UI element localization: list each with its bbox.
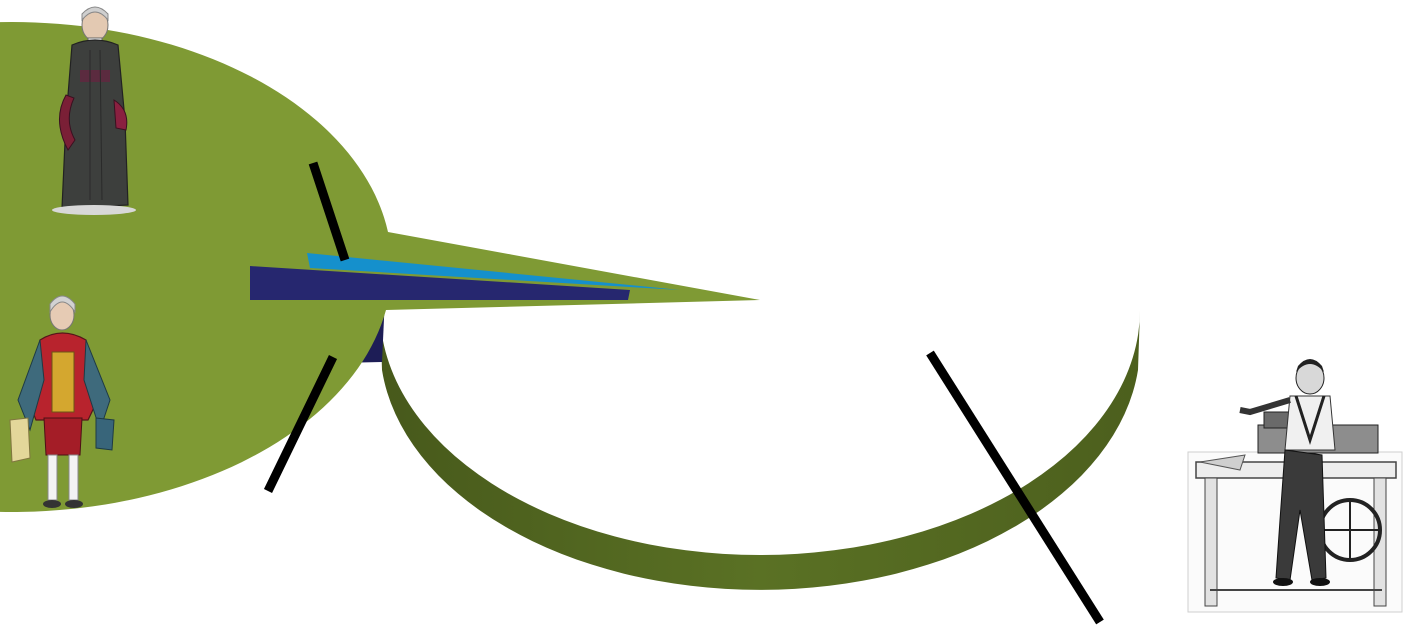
leader-line-clergy bbox=[308, 161, 350, 262]
pie-slice-navy bbox=[250, 266, 630, 300]
pie-slice-blue bbox=[307, 253, 680, 290]
clergy-figure-icon bbox=[52, 6, 136, 215]
pie-slice-main-side bbox=[380, 310, 1140, 590]
leader-line-commoners bbox=[926, 350, 1104, 625]
leader-line-nobility bbox=[263, 355, 338, 493]
nobleman-figure-icon bbox=[9, 295, 115, 508]
workman-at-lathe-icon bbox=[1187, 359, 1403, 613]
